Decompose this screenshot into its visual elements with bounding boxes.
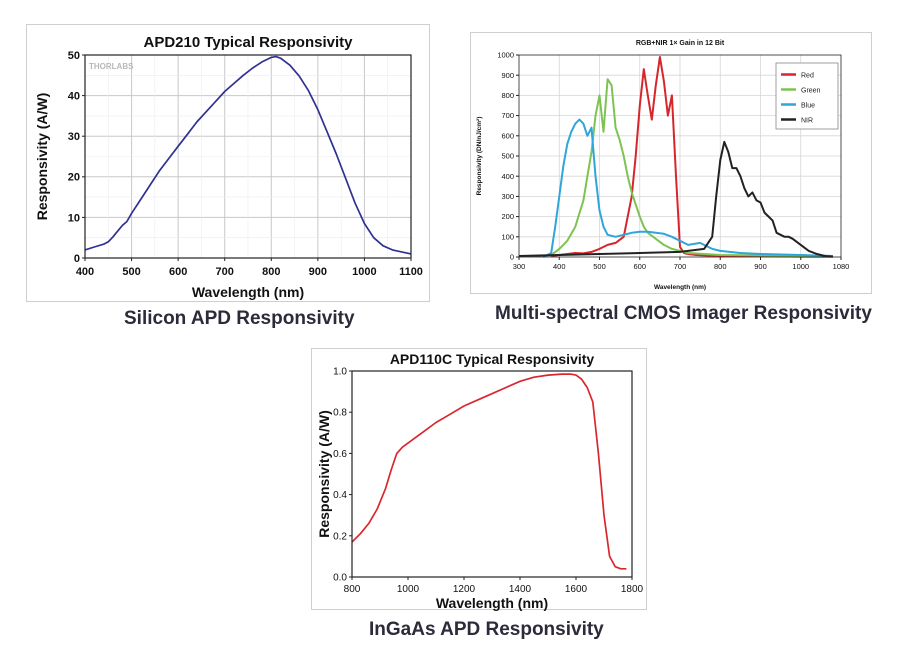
x-tick-label: 600 (169, 266, 187, 278)
plot-area (352, 371, 632, 577)
x-tick-label: 1600 (565, 584, 588, 595)
x-tick-label: 800 (262, 266, 280, 278)
x-tick-label: 1800 (621, 584, 644, 595)
y-tick-label: 0.6 (333, 449, 347, 460)
plot-frame (84, 54, 412, 259)
x-axis-label: Wavelength (nm) (654, 284, 706, 291)
y-tick-label: 50 (68, 50, 80, 62)
x-tick-label: 1000 (397, 584, 420, 595)
chart-ingaas-apd: 800 1000 1200 1400 1600 1800 0.0 0.2 0.4 0.6 0.8 1.… (316, 351, 644, 611)
chart-title: APD210 Typical Responsivity (144, 34, 354, 51)
y-tick-label: 600 (501, 131, 514, 140)
x-tick-label: 800 (344, 584, 361, 595)
x-tick-label: 500 (593, 262, 606, 271)
caption-cmos-imager: Multi-spectral CMOS Imager Responsivity (495, 303, 872, 324)
y-tick-label: 700 (501, 111, 514, 120)
y-tick-label: 500 (501, 152, 514, 161)
y-axis-label: Responsivity (DN/nJ/cm²) (476, 117, 483, 196)
y-axis-label: Responsivity (A/W) (34, 93, 50, 221)
caption-ingaas-apd: InGaAs APD Responsivity (369, 619, 604, 640)
x-tick-label: 400 (553, 262, 566, 271)
legend-label-nir: NIR (801, 118, 813, 125)
y-tick-label: 400 (501, 172, 514, 181)
y-tick-label: 300 (501, 192, 514, 201)
x-tick-label: 800 (714, 262, 727, 271)
x-tick-label: 1000 (352, 266, 376, 278)
x-tick-label: 1100 (399, 266, 423, 278)
y-tick-label: 0.2 (333, 531, 347, 542)
y-tick-label: 10 (68, 212, 80, 224)
series-line-red (551, 56, 833, 258)
x-axis-label: Wavelength (nm) (192, 284, 304, 300)
y-tick-label: 0 (510, 253, 514, 262)
y-tick-label: 0.8 (333, 408, 347, 419)
chart-silicon-apd: THORLABS 400 500 600 700 800 900 1000 1100 0 10 20 3… (34, 34, 423, 300)
series-line-green (550, 78, 833, 258)
x-tick-label: 1080 (833, 262, 850, 271)
y-tick-label: 20 (68, 172, 80, 184)
y-tick-label: 200 (501, 212, 514, 221)
series-line (84, 55, 412, 255)
x-tick-label: 1400 (509, 584, 532, 595)
legend-label-blue: Blue (801, 103, 815, 110)
chart-panel-silicon-apd: THORLABS 400 500 600 700 800 900 1000 1100 0 10 20 3… (26, 24, 430, 302)
y-tick-label: 1000 (497, 51, 514, 60)
chart-title: RGB+NIR 1× Gain in 12 Bit (636, 40, 725, 47)
x-tick-label: 500 (122, 266, 140, 278)
caption-silicon-apd: Silicon APD Responsivity (124, 308, 355, 329)
series-line-blue (542, 118, 833, 258)
x-tick-label: 600 (633, 262, 646, 271)
series-line-nir (518, 140, 833, 258)
legend-label-red: Red (801, 73, 814, 80)
y-tick-label: 40 (68, 90, 80, 102)
x-tick-label: 700 (674, 262, 687, 271)
y-tick-label: 0.0 (333, 573, 347, 584)
x-tick-label: 700 (216, 266, 234, 278)
x-tick-label: 1200 (453, 584, 476, 595)
y-tick-label: 900 (501, 71, 514, 80)
chart-cmos-imager: 300 400 500 600 700 800 900 1000 1080 0 100 200 300 4… (476, 40, 850, 291)
chart-panel-cmos-imager: 300 400 500 600 700 800 900 1000 1080 0 100 200 300 4… (470, 32, 872, 294)
y-tick-label: 0.4 (333, 490, 347, 501)
y-tick-label: 800 (501, 91, 514, 100)
y-tick-label: 100 (501, 232, 514, 241)
x-tick-label: 1000 (792, 262, 809, 271)
x-tick-label: 400 (76, 266, 94, 278)
plot-frame (351, 370, 633, 578)
y-tick-label: 0 (74, 253, 80, 265)
x-axis-label: Wavelength (nm) (436, 595, 548, 611)
x-tick-label: 900 (309, 266, 327, 278)
chart-panel-ingaas-apd: 800 1000 1200 1400 1600 1800 0.0 0.2 0.4 0.6 0.8 1.… (311, 348, 647, 611)
y-tick-label: 30 (68, 131, 80, 143)
chart-title: APD110C Typical Responsivity (390, 351, 595, 367)
legend-label-green: Green (801, 88, 821, 95)
x-tick-label: 900 (754, 262, 767, 271)
watermark-logo: THORLABS (89, 62, 134, 71)
x-tick-label: 300 (513, 262, 526, 271)
y-tick-label: 1.0 (333, 367, 347, 378)
series-line (351, 373, 627, 570)
y-axis-label: Responsivity (A/W) (316, 410, 332, 538)
